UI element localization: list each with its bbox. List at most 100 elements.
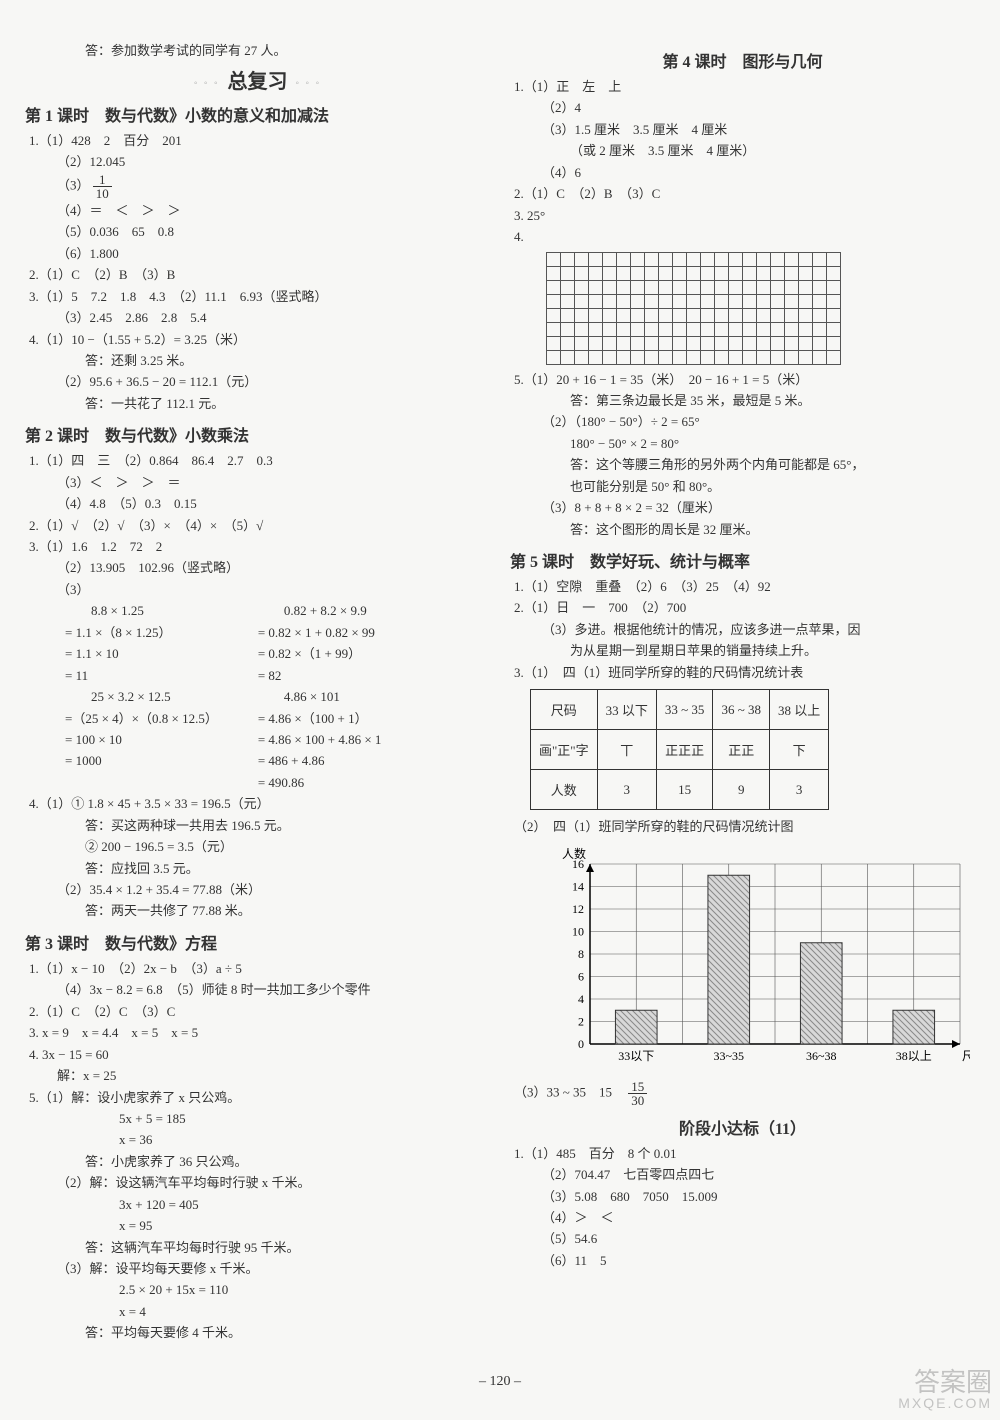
l2-q2: 2.（1）√ （2）√ （3）× （4）× （5）√ bbox=[25, 515, 490, 536]
calc-columns: 8.8 × 1.25 = 1.1 ×（8 × 1.25） = 1.1 × 10 … bbox=[25, 600, 490, 793]
l5-q1: 1.（1）空隙 重叠 （2）6 （3）25 （4）92 bbox=[510, 576, 975, 597]
r2c3: 正正 bbox=[713, 730, 770, 770]
r3c0: 人数 bbox=[531, 770, 598, 810]
l4-q1-2: （2）4 bbox=[510, 97, 975, 118]
th4: 38 以上 bbox=[769, 690, 828, 730]
page-number: – 120 – bbox=[0, 1364, 1000, 1420]
l2-q4-3: ② 200 − 196.5 = 3.5（元） bbox=[25, 836, 490, 857]
l5-q2-2: （3）多进。根据他统计的情况，应该多进一点苹果，因 bbox=[510, 619, 975, 640]
l1-q1-1: 1.（1）428 2 百分 201 bbox=[25, 130, 490, 151]
svg-text:33~35: 33~35 bbox=[714, 1049, 745, 1063]
l4-q1-3: （3）1.5 厘米 3.5 厘米 4 厘米 bbox=[510, 119, 975, 140]
r2c4: 下 bbox=[769, 730, 828, 770]
l4-q1-1: 1.（1）正 左 上 bbox=[510, 76, 975, 97]
l4-q5-6: 也可能分别是 50° 和 80°。 bbox=[510, 476, 975, 497]
r2c1: 丅 bbox=[597, 730, 656, 770]
cl7: = 1000 bbox=[65, 750, 218, 771]
svg-text:33以下: 33以下 bbox=[618, 1049, 654, 1063]
l4-q5-2: 答：第三条边最长是 35 米，最短是 5 米。 bbox=[510, 390, 975, 411]
l2-q4-2: 答：买这两种球一共用去 196.5 元。 bbox=[25, 815, 490, 836]
l3-8: 5x + 5 = 185 bbox=[25, 1108, 490, 1129]
svg-text:12: 12 bbox=[572, 902, 584, 916]
st-4: （4）＞ ＜ bbox=[510, 1207, 975, 1228]
st-6: （6）11 5 bbox=[510, 1250, 975, 1271]
l1-q3-2: （3）2.45 2.86 2.8 5.4 bbox=[25, 307, 490, 328]
l1-q4-4: 答：一共花了 112.1 元。 bbox=[25, 393, 490, 414]
cl4: 25 × 3.2 × 12.5 bbox=[65, 686, 218, 707]
r3c3: 9 bbox=[713, 770, 770, 810]
l3-16: 2.5 × 20 + 15x = 110 bbox=[25, 1279, 490, 1300]
cr8: = 490.86 bbox=[258, 772, 382, 793]
svg-text:4: 4 bbox=[578, 992, 584, 1006]
l1-q4-3: （2）95.6 + 36.5 − 20 = 112.1（元） bbox=[25, 371, 490, 392]
l4-q5-5: 答：这个等腰三角形的另外两个内角可能都是 65°， bbox=[510, 454, 975, 475]
fraction-1-10: 110 bbox=[93, 173, 112, 200]
l3-10: 答：小虎家养了 36 只公鸡。 bbox=[25, 1151, 490, 1172]
svg-text:16: 16 bbox=[572, 857, 584, 871]
l3-1: 1.（1）x − 10 （2）2x − b （3）a ÷ 5 bbox=[25, 958, 490, 979]
l2-q1-2: （3）＜ ＞ ＞ ＝ bbox=[25, 472, 490, 493]
l2-q4-1: 4.（1）① 1.8 × 45 + 3.5 × 33 = 196.5（元） bbox=[25, 793, 490, 814]
shoe-size-table: 尺码 33 以下 33 ~ 35 36 ~ 38 38 以上 画"正"字 丅 正… bbox=[530, 689, 829, 810]
l2-q4-6: 答：两天一共修了 77.88 米。 bbox=[25, 900, 490, 921]
l2-q4-4: 答：应找回 3.5 元。 bbox=[25, 858, 490, 879]
cr0: 0.82 + 8.2 × 9.9 bbox=[258, 600, 382, 621]
cl5: =（25 × 4）×（0.8 × 12.5） bbox=[65, 708, 218, 729]
l2-q3-1: 3.（1）1.6 1.2 72 2 bbox=[25, 536, 490, 557]
l3-12: 3x + 120 = 405 bbox=[25, 1194, 490, 1215]
cl1: = 1.1 ×（8 × 1.25） bbox=[65, 622, 218, 643]
l4-q1-5: （4）6 bbox=[510, 162, 975, 183]
svg-text:38以上: 38以上 bbox=[896, 1049, 932, 1063]
left-column: 答：参加数学考试的同学有 27 人。 总复习 第 1 课时 数与代数》小数的意义… bbox=[25, 40, 490, 1344]
stage-title: 阶段小达标（11） bbox=[510, 1115, 975, 1139]
l5-q3-3: （3）33 ~ 35 15 1530 bbox=[510, 1080, 975, 1107]
l2-q3-3: （3） bbox=[25, 579, 490, 600]
l5-q2-3: 为从星期一到星期日苹果的销量持续上升。 bbox=[510, 640, 975, 661]
lesson4-title: 第 4 课时 图形与几何 bbox=[510, 48, 975, 72]
l3-13: x = 95 bbox=[25, 1215, 490, 1236]
lesson2-title: 第 2 课时 数与代数》小数乘法 bbox=[25, 422, 490, 446]
l5-q2-1: 2.（1）日 一 700 （2）700 bbox=[510, 597, 975, 618]
l1-q3-1: 3.（1）5 7.2 1.8 4.3 （2）11.1 6.93（竖式略） bbox=[25, 286, 490, 307]
th2: 33 ~ 35 bbox=[656, 690, 713, 730]
l3-7: 5.（1）解：设小虎家养了 x 只公鸡。 bbox=[25, 1087, 490, 1108]
l3-18: 答：平均每天要修 4 千米。 bbox=[25, 1322, 490, 1343]
table-row: 画"正"字 丅 正正正 正正 下 bbox=[531, 730, 829, 770]
th1: 33 以下 bbox=[597, 690, 656, 730]
r3c2: 15 bbox=[656, 770, 713, 810]
right-column: 第 4 课时 图形与几何 1.（1）正 左 上 （2）4 （3）1.5 厘米 3… bbox=[510, 40, 975, 1344]
svg-text:尺码: 尺码 bbox=[962, 1049, 970, 1063]
cr3: = 82 bbox=[258, 665, 382, 686]
lesson3-title: 第 3 课时 数与代数》方程 bbox=[25, 930, 490, 954]
lesson5-title: 第 5 课时 数学好玩、统计与概率 bbox=[510, 548, 975, 572]
cr4: 4.86 × 101 bbox=[258, 686, 382, 707]
l4-q5-3: （2）（180° − 50°）÷ 2 = 65° bbox=[510, 411, 975, 432]
table-row: 人数 3 15 9 3 bbox=[531, 770, 829, 810]
l1-q1-2: （2）12.045 bbox=[25, 151, 490, 172]
cl2: = 1.1 × 10 bbox=[65, 643, 218, 664]
th0: 尺码 bbox=[531, 690, 598, 730]
l3-17: x = 4 bbox=[25, 1301, 490, 1322]
st-1: 1.（1）485 百分 8 个 0.01 bbox=[510, 1143, 975, 1164]
l1-q1-4: （4）＝ ＜ ＞ ＞ bbox=[25, 200, 490, 221]
l4-q5-1: 5.（1）20 + 16 − 1 = 35（米） 20 − 16 + 1 = 5… bbox=[510, 369, 975, 390]
svg-text:6: 6 bbox=[578, 969, 584, 983]
l4-q4: 4. bbox=[510, 226, 975, 247]
l3-4: 3. x = 9 x = 4.4 x = 5 x = 5 bbox=[25, 1022, 490, 1043]
l2-q1-3: （4）4.8 （5）0.3 0.15 bbox=[25, 493, 490, 514]
bar-chart: 人数024681012141633以下33~3536~3838以上尺码 bbox=[550, 844, 975, 1074]
l3-5: 4. 3x − 15 = 60 bbox=[25, 1044, 490, 1065]
l1-q1-5: （5）0.036 65 0.8 bbox=[25, 221, 490, 242]
l2-q3-2: （2）13.905 102.96（竖式略） bbox=[25, 557, 490, 578]
svg-text:14: 14 bbox=[572, 879, 584, 893]
l4-q3: 3. 25° bbox=[510, 205, 975, 226]
l1-q1-3-label: （3） bbox=[57, 177, 90, 192]
svg-text:10: 10 bbox=[572, 924, 584, 938]
l3-11: （2）解：设这辆汽车平均每时行驶 x 千米。 bbox=[25, 1172, 490, 1193]
l5-q3-3a: （3）33 ~ 35 15 bbox=[514, 1084, 625, 1099]
top-answer-line: 答：参加数学考试的同学有 27 人。 bbox=[25, 40, 490, 59]
l4-q5-7: （3）8 + 8 + 8 × 2 = 32（厘米） bbox=[510, 497, 975, 518]
l4-q5-4: 180° − 50° × 2 = 80° bbox=[510, 433, 975, 454]
cr6: = 4.86 × 100 + 4.86 × 1 bbox=[258, 729, 382, 750]
l2-q1-1: 1.（1）四 三 （2）0.864 86.4 2.7 0.3 bbox=[25, 450, 490, 471]
